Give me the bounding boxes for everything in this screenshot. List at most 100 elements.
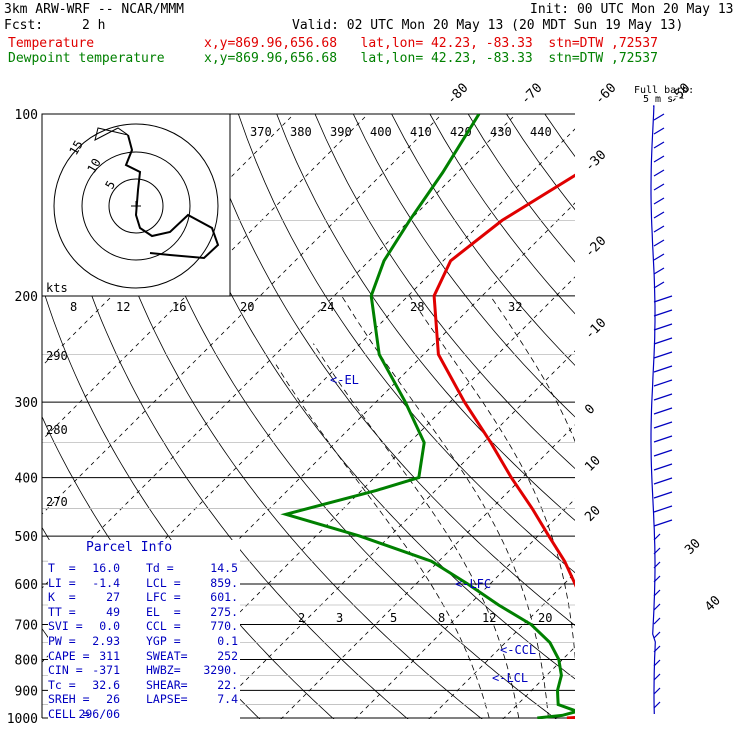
parcel-info-cell: 3290. [203, 663, 238, 678]
dry-adiabat [46, 114, 409, 719]
hodograph-ring [81, 151, 191, 261]
isotherm [713, 101, 740, 731]
parcel-info-cell: YGP = [146, 634, 181, 648]
wind-barb [653, 575, 661, 583]
isotherm [0, 101, 11, 731]
parcel-info-cell: Td = [146, 561, 174, 575]
wind-barb [653, 603, 661, 611]
valid-time: Valid: 02 UTC Mon 20 May 13 (20 MDT Sun … [292, 18, 684, 33]
temperature-legend: Temperature [8, 36, 95, 51]
wind-barb [653, 155, 665, 163]
parcel-info-cell: SREH = [48, 692, 90, 707]
dewpoint-station-info: x,y=869.96,656.68 lat,lon= 42.23, -83.33… [204, 51, 658, 66]
wind-barb [653, 141, 665, 149]
wind-barb [653, 393, 673, 401]
pressure-tick-label: 500 [15, 530, 38, 545]
theta-e-label: 370 [250, 125, 272, 139]
wind-barb [653, 351, 673, 359]
isotherm-label: -20 [582, 234, 609, 261]
sounding-series [280, 114, 575, 719]
hodograph-axis-label: 16 [172, 300, 186, 314]
wind-barb [653, 463, 673, 471]
level-annotation: <-CCL [500, 643, 536, 657]
init-time: Init: 00 UTC Mon 20 May 13 [530, 2, 734, 17]
hodograph-axis-label: 8 [70, 300, 77, 314]
isotherm-label: -80 [444, 81, 471, 108]
parcel-info-cell: 7.4 [217, 692, 238, 707]
pressure-tick-label: 600 [15, 578, 38, 593]
wind-barb [653, 113, 665, 121]
parcel-info-cell: LCL = [146, 575, 181, 590]
parcel-info-cell: 32.6 [92, 677, 120, 692]
parcel-info-title: Parcel Info [86, 540, 173, 555]
dry-adiabat [544, 114, 575, 158]
wind-barb [653, 435, 673, 443]
isotherm [639, 101, 740, 731]
parcel-info-panel: Parcel Info T = 16.0 Td = 14.5 LI = -1.4 LCL =… [48, 540, 240, 722]
moist-adiabat [489, 295, 575, 443]
theta-e-label: 440 [530, 125, 552, 139]
pressure-tick-label: 1000 [7, 712, 38, 727]
parcel-info-cell: HWBZ= [146, 663, 181, 678]
wind-barb [653, 267, 665, 275]
parcel-info-cell: 49 [106, 604, 120, 619]
full-barb-label: Full barb: [634, 85, 695, 96]
isotherm-label: 30 [682, 536, 704, 558]
parcel-info-cell: CAPE = [48, 648, 90, 663]
theta-e-label: 380 [290, 125, 312, 139]
level-annotations: <-EL <-LFC <-CCL <-LCL [330, 373, 536, 685]
level-annotation: <-LCL [492, 671, 528, 685]
wind-barb [653, 379, 673, 387]
theta-e-label: 410 [410, 125, 432, 139]
wind-barb [653, 561, 661, 569]
parcel-info-cell: 859. [210, 575, 238, 590]
wind-barb [653, 309, 673, 317]
isotherm [280, 424, 575, 719]
hodograph-axis-label: 20 [240, 300, 254, 314]
model-title: 3km ARW-WRF -- NCAR/MMM [4, 2, 185, 17]
dewpoint-line [280, 114, 575, 719]
moist-adiabat [667, 296, 697, 718]
isotherm-label: -10 [582, 316, 609, 343]
wind-barb [653, 169, 665, 177]
wind-barb [653, 659, 661, 667]
forecast-hour: 2 h [82, 18, 106, 33]
parcel-info-cell: CELL = [48, 707, 90, 721]
dry-adiabat [352, 114, 575, 418]
moist-adiabats [275, 295, 697, 719]
parcel-info-cell: 275. [210, 604, 238, 619]
parcel-info-cell: 601. [210, 590, 238, 605]
wind-barb [653, 589, 661, 597]
hodograph-axis-label: 12 [116, 300, 130, 314]
mixing-ratio-label: 5 [390, 611, 397, 625]
parcel-info-cell: TT = [48, 604, 76, 619]
parcel-info-cell: Tc = [48, 677, 76, 692]
pressure-tick-label: 400 [15, 472, 38, 487]
wind-barb [653, 183, 665, 191]
wind-barb [653, 281, 665, 289]
parcel-info-cell: 770. [210, 619, 238, 634]
wind-barb [653, 645, 661, 653]
parcel-info-cell: CIN = [48, 663, 83, 678]
isotherm-label: -70 [518, 81, 545, 108]
wind-barb [653, 407, 673, 415]
hodograph-axis-label: 28 [410, 300, 424, 314]
theta-label: 280 [46, 423, 68, 437]
wind-barb [653, 631, 661, 639]
hodograph-trace-upper [94, 127, 129, 141]
parcel-info-cell: CCL = [146, 619, 181, 634]
hodograph-units: kts [46, 281, 68, 295]
wind-barb [653, 449, 673, 457]
pressure-tick-label: 200 [15, 290, 38, 305]
theta-e-label: 390 [330, 125, 352, 139]
wind-barb [653, 491, 673, 499]
parcel-info-cell: -371 [92, 663, 120, 678]
level-annotation: <-LFC [455, 577, 491, 591]
wind-barb [653, 505, 673, 513]
parcel-info-cell: K = [48, 590, 76, 605]
wind-barb [653, 673, 661, 681]
parcel-info-cell: 26 [106, 692, 120, 707]
wind-barb [653, 519, 673, 527]
dry-adiabat [698, 114, 740, 731]
dry-adiabat [123, 114, 557, 719]
